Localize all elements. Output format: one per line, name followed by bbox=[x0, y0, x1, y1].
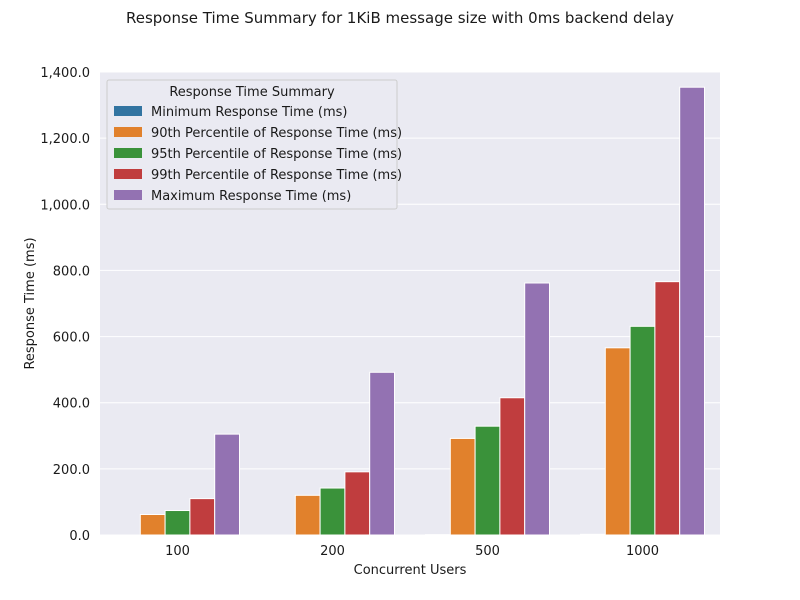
legend-title: Response Time Summary bbox=[169, 85, 335, 100]
legend-swatch bbox=[114, 190, 142, 200]
bar bbox=[369, 371, 396, 536]
bar bbox=[449, 437, 476, 536]
legend-swatch bbox=[114, 106, 142, 116]
bar bbox=[654, 281, 681, 536]
legend-entry: 95th Percentile of Response Time (ms) bbox=[151, 147, 402, 162]
bar bbox=[629, 325, 656, 536]
legend-entry: Minimum Response Time (ms) bbox=[151, 105, 347, 120]
x-axis-label: Concurrent Users bbox=[354, 563, 467, 578]
bar bbox=[139, 513, 166, 536]
bars bbox=[139, 86, 706, 536]
bar bbox=[319, 487, 346, 536]
legend-entry: 90th Percentile of Response Time (ms) bbox=[151, 126, 402, 141]
legend: Response Time Summary Minimum Response T… bbox=[106, 79, 402, 210]
legend-swatch bbox=[114, 127, 142, 137]
bar bbox=[214, 433, 240, 536]
legend-entry: Maximum Response Time (ms) bbox=[151, 189, 351, 204]
y-tick-label: 400.0 bbox=[53, 397, 90, 412]
y-tick-label: 600.0 bbox=[53, 331, 90, 346]
x-tick-label: 200 bbox=[320, 544, 345, 559]
y-tick-label: 0.0 bbox=[69, 529, 90, 544]
bar bbox=[580, 533, 606, 536]
y-tick-label: 200.0 bbox=[53, 463, 90, 478]
legend-box bbox=[106, 79, 398, 210]
y-tick-label: 800.0 bbox=[53, 264, 90, 279]
legend-entry: 99th Percentile of Response Time (ms) bbox=[151, 168, 402, 183]
x-tick-label: 500 bbox=[475, 544, 500, 559]
y-tick-label: 1,200.0 bbox=[40, 132, 90, 147]
bar bbox=[524, 282, 551, 536]
y-axis-label: Response Time (ms) bbox=[23, 237, 38, 369]
chart-title: Response Time Summary for 1KiB message s… bbox=[126, 9, 674, 27]
x-tick-label: 100 bbox=[165, 544, 190, 559]
y-tick-label: 1,000.0 bbox=[40, 198, 90, 213]
legend-items: Minimum Response Time (ms) 90th Percentil… bbox=[114, 105, 402, 204]
bar bbox=[294, 494, 321, 536]
y-tick-label: 1,400.0 bbox=[40, 66, 90, 81]
bar bbox=[474, 425, 501, 536]
x-tick-label: 1000 bbox=[626, 544, 659, 559]
x-axis-ticks: 100 200 500 1000 bbox=[165, 544, 659, 559]
bar bbox=[164, 510, 191, 536]
bar bbox=[344, 471, 371, 536]
bar bbox=[189, 498, 216, 536]
legend-swatch bbox=[114, 148, 142, 158]
y-axis-ticks: 0.0 200.0 400.0 600.0 800.0 1,000.0 1,200.0 1,4… bbox=[40, 66, 90, 544]
legend-swatch bbox=[114, 169, 142, 179]
bar bbox=[679, 86, 706, 536]
bar bbox=[499, 397, 526, 536]
bar bbox=[604, 347, 631, 536]
